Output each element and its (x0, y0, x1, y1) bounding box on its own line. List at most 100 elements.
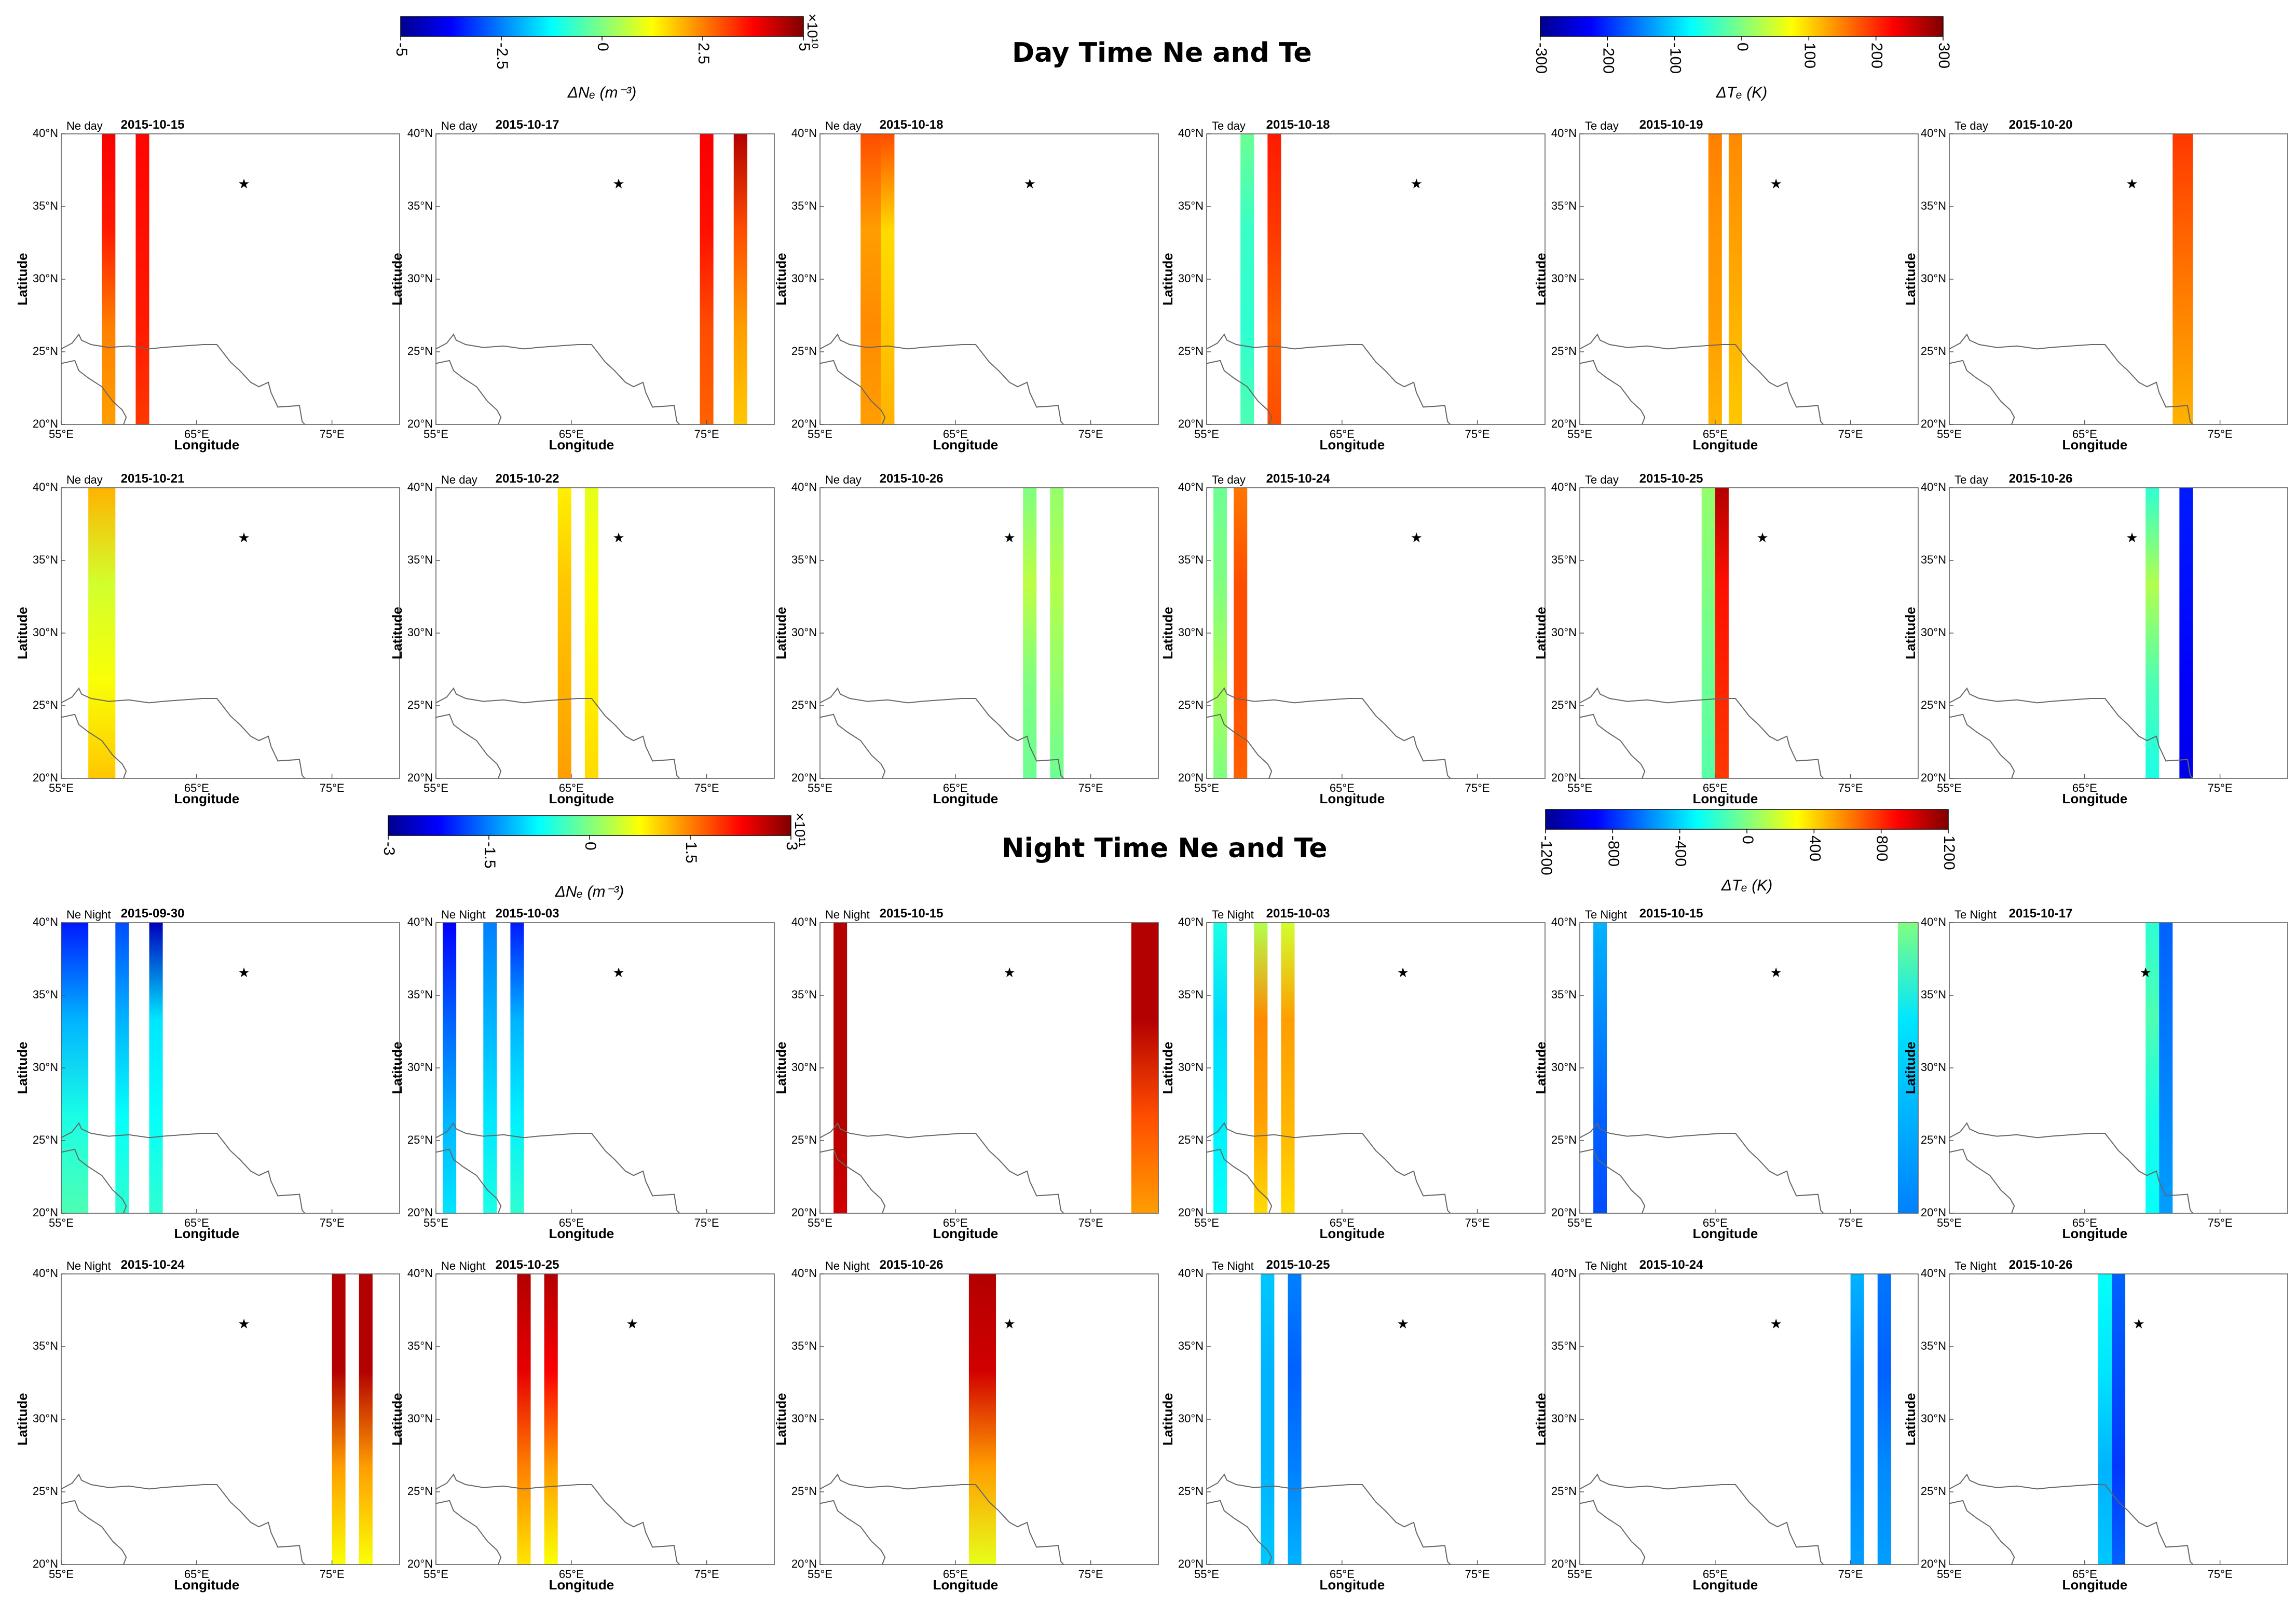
coastline (1206, 1148, 1273, 1214)
data-strip (1240, 134, 1254, 424)
colorbar-cb-ne-day: -5 -2.5 0 2.5 5 ΔNₑ (m⁻³) ×10¹⁰ (393, 13, 821, 101)
data-strip (510, 923, 524, 1213)
panel-plot-area (61, 1274, 400, 1565)
coastline (819, 1122, 1064, 1214)
epicenter-star-marker: ★ (238, 530, 250, 545)
y-tick-label: 35°N (1551, 988, 1577, 1001)
coastline (1949, 1473, 2194, 1565)
epicenter-star-marker: ★ (1411, 176, 1423, 191)
epicenter-star-marker: ★ (238, 176, 250, 191)
x-tick-label: 65°E (943, 1568, 968, 1581)
x-axis-label: Longitude (1693, 1577, 1758, 1593)
x-tick-label: 65°E (1703, 1216, 1728, 1229)
y-tick-label: 40°N (1178, 1267, 1204, 1280)
y-tick-label: 40°N (33, 481, 58, 493)
panel-plot-area (1580, 1274, 1918, 1565)
x-axis-label: Longitude (174, 791, 240, 806)
y-tick-label: 20°N (1921, 771, 1946, 784)
colorbar-tick-label: 300 (1935, 43, 1952, 68)
y-tick-label: 20°N (1178, 771, 1204, 784)
colorbar-cb-ne-night: -3 -1.5 0 1.5 3 ΔNₑ (m⁻³) ×10¹¹ (380, 813, 808, 900)
x-tick-label: 55°E (808, 1216, 832, 1229)
y-tick-label: 25°N (1178, 698, 1204, 711)
x-axis-label: Longitude (2062, 437, 2128, 452)
panel-16: ★ 2015-10-03 Te Night 40°N 35°N 30°N 25°N 20°N5… (1160, 907, 1546, 1241)
epicenter-star-marker: ★ (1756, 530, 1768, 545)
y-tick-label: 40°N (1921, 481, 1946, 493)
y-tick-label: 40°N (1551, 481, 1577, 493)
x-tick-label: 75°E (1465, 428, 1490, 441)
x-tick-label: 55°E (423, 781, 448, 794)
panel-corner-label: Te day (1212, 473, 1246, 486)
panel-corner-label: Te Night (1955, 1259, 1997, 1272)
x-tick-label: 55°E (1194, 1568, 1219, 1581)
y-tick-label: 40°N (1921, 127, 1946, 140)
y-tick-label: 30°N (407, 626, 433, 639)
epicenter-star-marker: ★ (238, 965, 250, 980)
x-tick-label: 55°E (49, 428, 74, 441)
panel-20: ★ 2015-10-25 Ne Night 40°N 35°N 30°N 25°N 20°N5… (389, 1258, 775, 1593)
panel-13: ★ 2015-09-30 Ne Night 40°N 35°N 30°N 25°N 20°N5… (15, 907, 400, 1241)
x-tick-label: 65°E (2072, 1568, 2097, 1581)
y-tick-label: 30°N (791, 272, 817, 285)
x-axis-label: Longitude (1320, 791, 1385, 806)
y-tick-label: 30°N (1921, 1412, 1946, 1425)
coastline (1579, 333, 1824, 425)
y-tick-label: 20°N (791, 417, 817, 430)
y-tick-label: 30°N (1921, 272, 1946, 285)
x-tick-label: 65°E (559, 781, 584, 794)
y-axis-label: Latitude (15, 1041, 30, 1094)
x-tick-label: 55°E (1194, 1216, 1219, 1229)
y-tick-label: 35°N (1551, 199, 1577, 212)
panel-date-title: 2015-10-03 (1266, 907, 1330, 921)
panel-plot-area (1207, 1274, 1545, 1565)
y-tick-label: 25°N (791, 345, 817, 358)
y-tick-label: 30°N (1178, 1061, 1204, 1074)
y-tick-label: 25°N (791, 698, 817, 711)
data-strip (860, 134, 881, 424)
x-tick-label: 65°E (943, 781, 968, 794)
data-strip (149, 923, 163, 1213)
y-axis-label: Latitude (389, 1041, 405, 1094)
panel-corner-label: Te day (1955, 473, 1988, 486)
panel-corner-label: Ne day (825, 119, 862, 132)
panel-corner-label: Ne Night (441, 1259, 486, 1272)
y-tick-label: 35°N (1551, 553, 1577, 566)
x-tick-label: 55°E (49, 1216, 74, 1229)
y-axis-label: Latitude (1160, 607, 1176, 659)
x-tick-label: 75°E (320, 1568, 345, 1581)
y-tick-label: 40°N (791, 915, 817, 928)
x-tick-label: 75°E (1838, 1216, 1863, 1229)
coastline (1949, 1148, 2015, 1214)
data-strip (1050, 488, 1064, 778)
x-tick-label: 75°E (694, 781, 719, 794)
y-axis-label: Latitude (773, 1393, 789, 1445)
y-tick-label: 30°N (1551, 626, 1577, 639)
x-axis-label: Longitude (1693, 1226, 1758, 1241)
y-axis-label: Latitude (773, 607, 789, 659)
coastline (1206, 1473, 1451, 1565)
y-tick-label: 30°N (33, 1412, 58, 1425)
data-strip (2098, 1274, 2112, 1565)
y-tick-label: 20°N (1921, 1206, 1946, 1219)
data-strip (881, 134, 895, 424)
y-tick-label: 25°N (33, 698, 58, 711)
data-strip (1877, 1274, 1891, 1565)
data-strip (1023, 488, 1037, 778)
epicenter-star-marker: ★ (2126, 530, 2138, 545)
x-tick-label: 65°E (559, 1568, 584, 1581)
panel-plot-area (820, 488, 1158, 778)
y-axis-label: Latitude (1903, 1393, 1918, 1445)
panel-corner-label: Ne day (441, 119, 477, 132)
y-tick-label: 20°N (1551, 1206, 1577, 1219)
data-strip (1234, 488, 1248, 778)
data-strip (968, 1274, 996, 1565)
coastline (435, 714, 502, 779)
y-tick-label: 30°N (1178, 272, 1204, 285)
x-axis-label: Longitude (933, 1226, 999, 1241)
x-tick-label: 75°E (1078, 428, 1103, 441)
x-axis-label: Longitude (1693, 791, 1758, 806)
x-tick-label: 55°E (808, 1568, 832, 1581)
panel-plot-area (436, 1274, 774, 1565)
x-tick-label: 65°E (2072, 1216, 2097, 1229)
